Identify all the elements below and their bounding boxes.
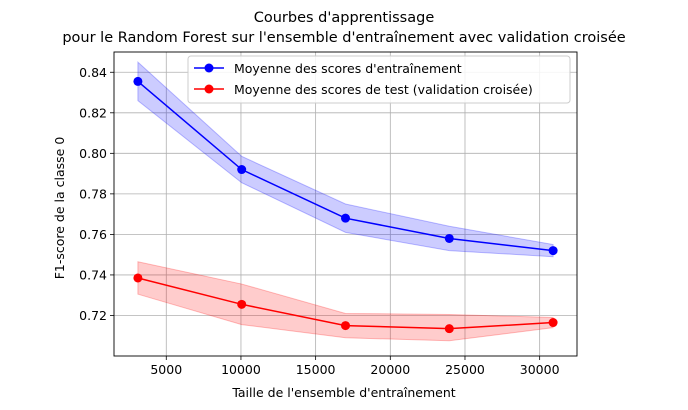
data-point [341,213,350,223]
legend: Moyenne des scores d'entraînement Moyenn… [187,55,571,104]
legend-marker-test [204,84,214,94]
y-tick-label: 0.80 [79,146,107,161]
y-axis-ticks: 0.72 0.74 0.76 0.78 0.80 0.82 0.84 [79,65,114,323]
y-tick-label: 0.76 [79,227,107,242]
y-tick-label: 0.74 [79,267,107,282]
y-tick-label: 0.82 [79,105,107,120]
series-points [133,76,558,334]
data-point [237,299,247,309]
data-point [133,273,143,283]
data-point [237,165,247,175]
x-tick-label: 30000 [520,362,560,377]
legend-marker-train [204,63,214,73]
x-tick-label: 25000 [445,362,485,377]
chart-title: Courbes d'apprentissage [254,10,435,26]
y-tick-label: 0.84 [79,65,107,80]
x-tick-label: 5000 [150,362,182,377]
chart-subtitle: pour le Random Forest sur l'ensemble d'e… [62,30,625,46]
x-tick-label: 15000 [296,362,336,377]
legend-label-test: Moyenne des scores de test (validation c… [234,82,533,97]
data-point [444,233,454,243]
legend-label-train: Moyenne des scores d'entraînement [234,61,462,76]
y-tick-label: 0.72 [79,308,107,323]
x-tick-label: 20000 [370,362,410,377]
confidence-bands [137,61,554,342]
legend-box [187,55,571,104]
data-point [548,318,558,328]
y-axis-label: F1-score de la classe 0 [52,137,67,280]
x-axis-label: Taille de l'ensemble d'entraînement [231,385,455,400]
x-axis-ticks: 5000 10000 15000 20000 25000 30000 [150,356,560,377]
plot-area-frame [113,51,578,357]
x-tick-label: 10000 [221,362,261,377]
confidence-band-1 [137,261,554,342]
y-tick-label: 0.78 [79,186,107,201]
data-point [444,324,454,334]
data-point [341,321,350,331]
data-point [133,76,143,86]
data-point [548,246,558,256]
